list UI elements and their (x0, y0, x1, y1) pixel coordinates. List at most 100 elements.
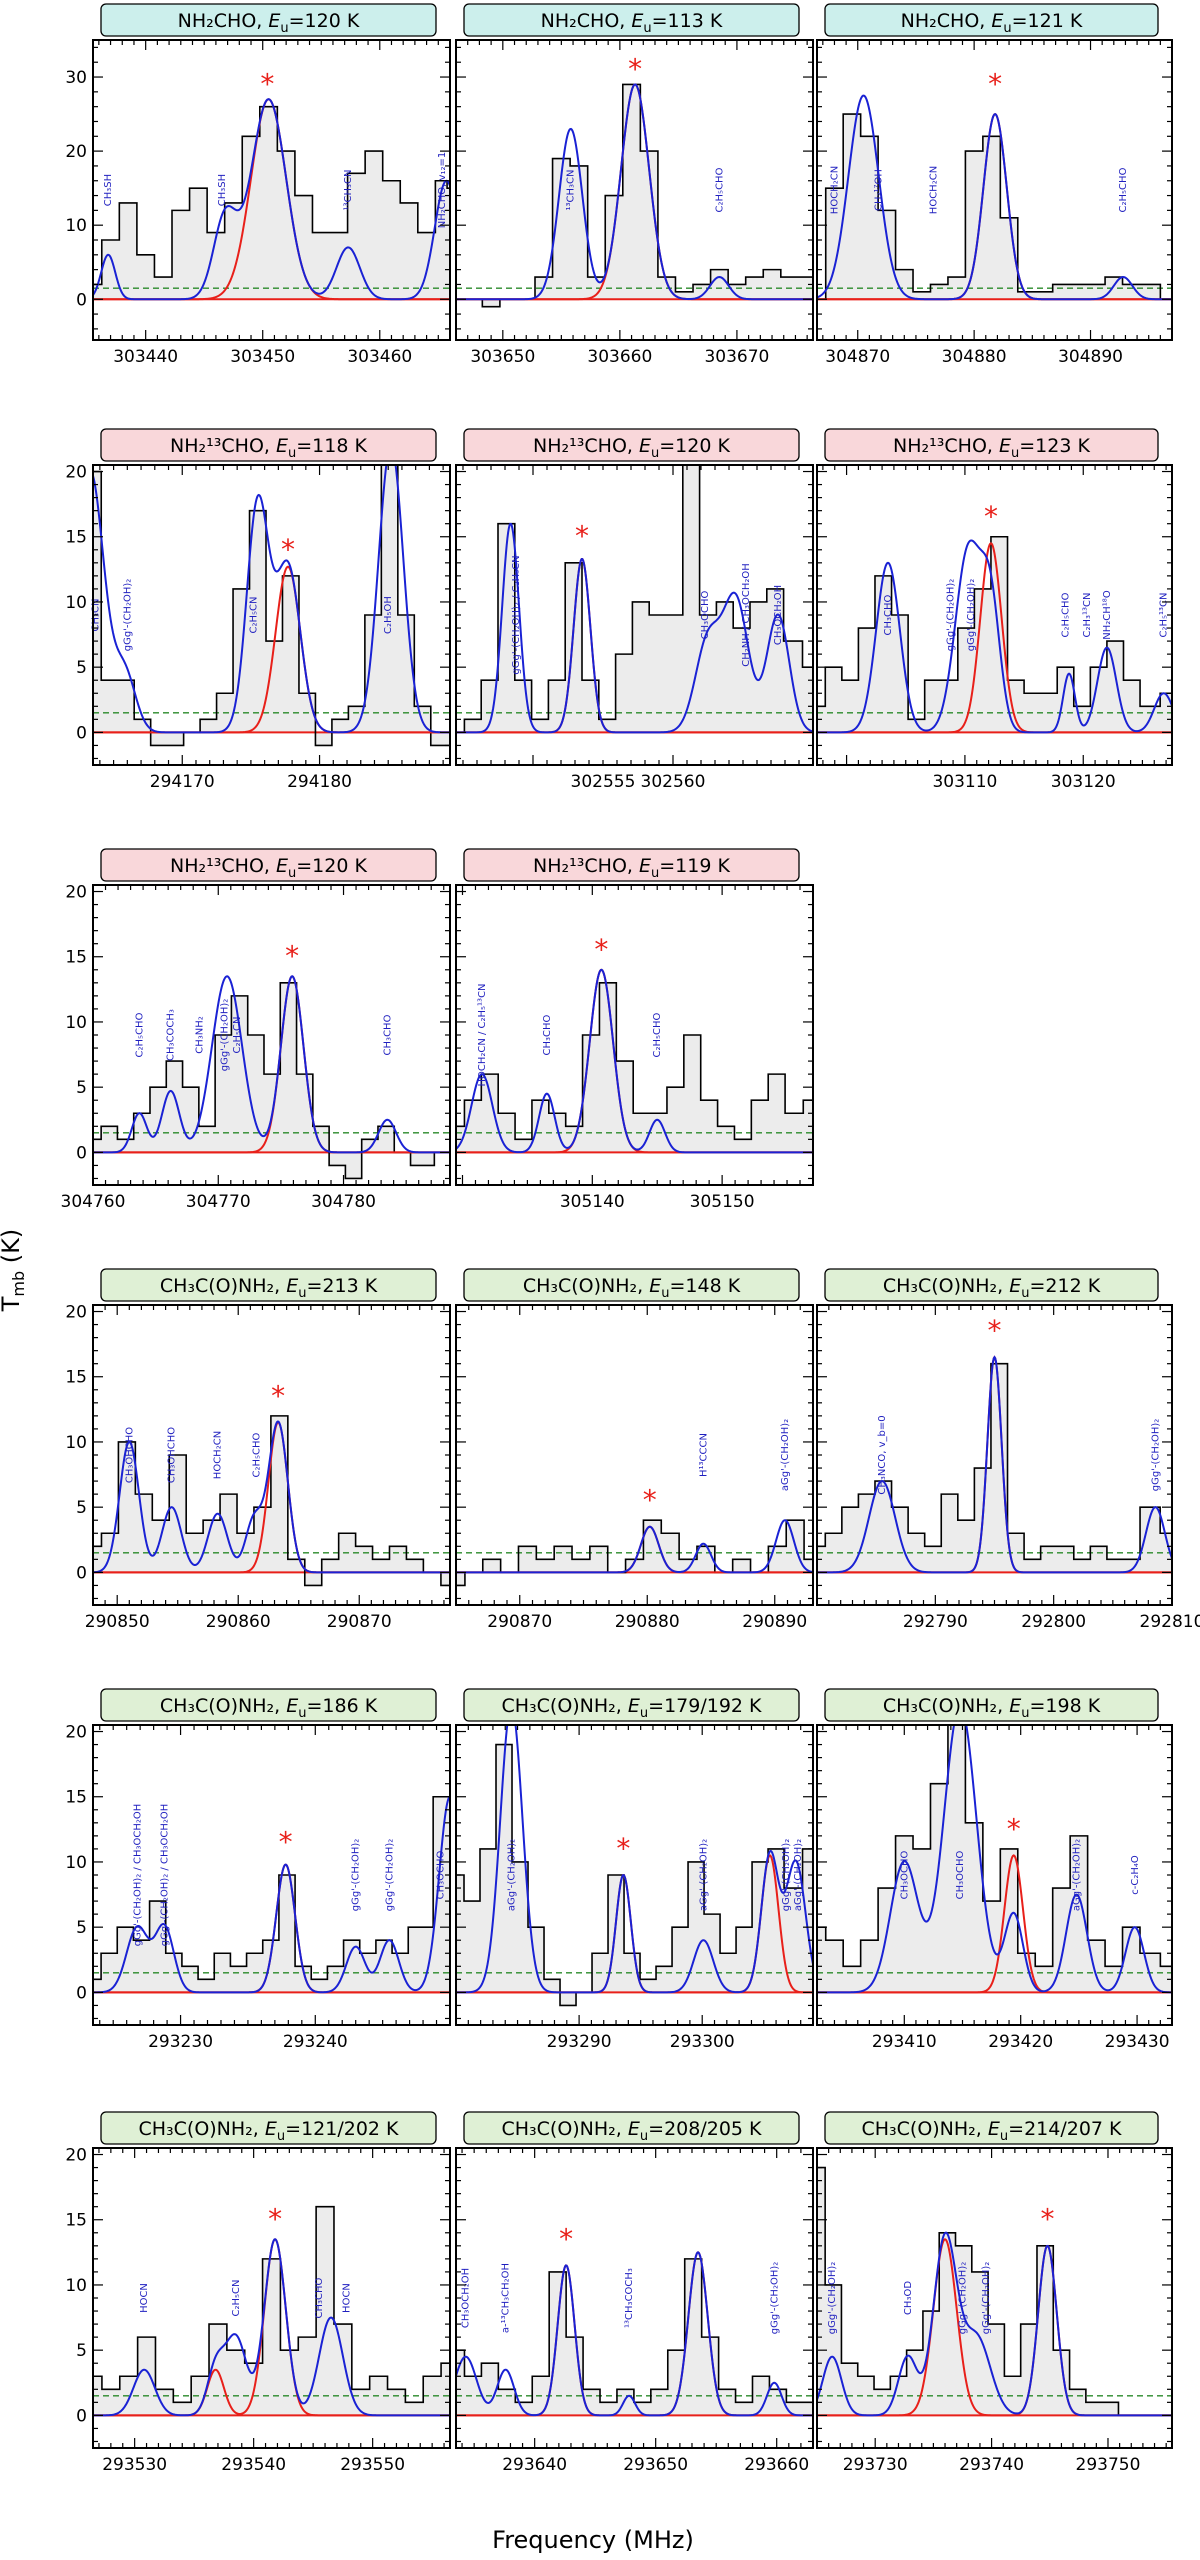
species-label: aGg'-(CH₂OH)₂ (1072, 1839, 1083, 1911)
panel-title: CH₃C(O)NH₂, Eu=121/202 K (100, 2111, 437, 2145)
plot-area (456, 83, 813, 308)
panel-title-text: NH₂¹³CHO, Eu=120 K (533, 435, 730, 461)
panel-title: CH₃C(O)NH₂, Eu=214/207 K (824, 2111, 1159, 2145)
target-line-marker: * (285, 940, 299, 973)
target-line-marker: * (575, 520, 589, 553)
target-line-marker: * (268, 2203, 282, 2236)
observed-fill (456, 982, 813, 1153)
species-label: aGg'-(CH₂OH)₂ (506, 1839, 517, 1911)
species-label: HOCN (139, 2283, 150, 2313)
panel-title: NH₂CHO, Eu=121 K (824, 3, 1159, 37)
species-label: CH₃OCHO (899, 1850, 910, 1899)
y-tick-label: 15 (65, 1368, 87, 1388)
species-label: CH₃NCO, v_b=0 (877, 1415, 888, 1494)
x-tick-label: 292810 (1140, 1612, 1200, 1632)
species-label: C₂H₅CHO (652, 1012, 663, 1057)
species-label: CH₃CHO (382, 1014, 393, 1055)
model-target-curve (93, 565, 450, 734)
observed-fill (93, 982, 450, 1179)
x-tick-label: 293410 (872, 2032, 937, 2052)
observed-fill (456, 84, 813, 307)
species-label: CH₃CHO (883, 594, 894, 635)
observed-fill (456, 465, 813, 733)
x-tick-label: 303650 (470, 347, 535, 367)
x-tick-label: 303660 (587, 347, 652, 367)
x-tick-label: 294170 (150, 772, 215, 792)
species-label: gGg'-(CH₂OH)₂ (351, 1839, 362, 1912)
y-tick-label: 10 (65, 1433, 87, 1453)
svg-text:Tmb (K): Tmb (K) (0, 1229, 28, 1313)
species-label: c-C₂H₄O (1130, 1855, 1141, 1895)
plot-area (93, 1415, 450, 1587)
model-total-curve (456, 1519, 813, 1574)
spectrum-panel-14: * HOCN C₂H₅CN CH₃CHO HOCN 293530 293540 293550 0… (65, 2111, 451, 2475)
species-label: gGg'-(CH₂OH)₂ (384, 1839, 395, 1912)
species-label: HOCH₂CN (928, 166, 939, 214)
plot-area (817, 1355, 1172, 1574)
observed-spectrum (456, 982, 813, 1141)
y-tick-label: 5 (76, 2341, 87, 2361)
panel-title-text: CH₃C(O)NH₂, Eu=213 K (160, 1275, 378, 1301)
observed-spectrum (817, 535, 1172, 721)
panel-title: NH₂¹³CHO, Eu=118 K (100, 428, 437, 462)
y-tick-label: 10 (65, 2276, 87, 2296)
species-label: CH₃SH (217, 174, 228, 206)
y-tick-label: 5 (76, 1918, 87, 1938)
panel-title: NH₂CHO, Eu=113 K (463, 3, 800, 37)
panel-title-text: CH₃C(O)NH₂, Eu=198 K (883, 1695, 1101, 1721)
x-tick-label: 293660 (744, 2455, 809, 2475)
plot-area (456, 2251, 813, 2417)
observed-fill (817, 114, 1172, 300)
spectrum-panel-4: * gGg'-(CH₂OH)₂ / C₂H₅CN CH₃OCHO CH₂NH / CH… (455, 428, 814, 792)
species-label: gGg'-(CH₂OH)₂ (946, 579, 957, 652)
panel-title-text: NH₂¹³CHO, Eu=118 K (170, 435, 367, 461)
observed-spectrum (817, 1725, 1172, 1968)
x-tick-label: 290870 (487, 1612, 552, 1632)
x-tick-label: 293750 (1076, 2455, 1141, 2475)
y-tick-label: 15 (65, 528, 87, 548)
observed-spectrum (817, 1362, 1172, 1561)
species-label: CH₃OHCHO (167, 1427, 178, 1483)
x-tick-label: 293730 (843, 2455, 908, 2475)
plot-area (456, 1725, 813, 2007)
y-tick-label: 15 (65, 2211, 87, 2231)
y-tick-label: 15 (65, 1788, 87, 1808)
observed-fill (817, 536, 1172, 733)
target-line-marker: * (984, 500, 998, 533)
y-tick-label: 10 (65, 216, 87, 236)
y-tick-label: 0 (76, 1983, 87, 2003)
panel-title: NH₂¹³CHO, Eu=123 K (824, 428, 1159, 462)
x-tick-label: 293530 (102, 2455, 167, 2475)
observed-spectrum (456, 465, 813, 734)
panel-title-text: NH₂¹³CHO, Eu=123 K (893, 435, 1090, 461)
spectrum-panel-8: * CH₃OHCHO CH₃OHCHO HOCH₂CN C₂H₅CHO 290850 290… (65, 1268, 451, 1632)
species-label: CH₃OCHO (955, 1850, 966, 1899)
target-line-marker: * (988, 67, 1002, 100)
plot-area (817, 535, 1172, 734)
model-total-curve (93, 975, 450, 1154)
species-label: C₂H₃¹³CN (1082, 593, 1093, 638)
species-label: CH₃¹⁷OH (874, 169, 885, 211)
panel-title-text: NH₂CHO, Eu=120 K (178, 10, 360, 36)
model-total-curve (817, 539, 1172, 734)
species-label: C₂H₅OH (383, 596, 394, 634)
y-tick-label: 0 (76, 1143, 87, 1163)
y-tick-label: 10 (65, 1853, 87, 1873)
model-total-curve (93, 1795, 450, 1994)
x-tick-label: 293430 (1105, 2032, 1170, 2052)
species-label: aGg'-(CH₂OH)₂ (698, 1839, 709, 1911)
model-total-curve (93, 465, 450, 734)
y-tick-label: 0 (76, 723, 87, 743)
y-tick-label: 20 (65, 1723, 87, 1743)
observed-spectrum (93, 465, 450, 747)
species-label: gGg'-(CH₂OH)₂ (122, 579, 133, 652)
panel-title: CH₃C(O)NH₂, Eu=186 K (100, 1688, 437, 1722)
y-tick-label: 0 (76, 2406, 87, 2426)
panel-title: CH₃C(O)NH₂, Eu=198 K (824, 1688, 1159, 1722)
model-total-curve (817, 1725, 1172, 1994)
x-axis-label: Frequency (MHz) (492, 2526, 694, 2554)
x-tick-label: 290890 (742, 1612, 807, 1632)
